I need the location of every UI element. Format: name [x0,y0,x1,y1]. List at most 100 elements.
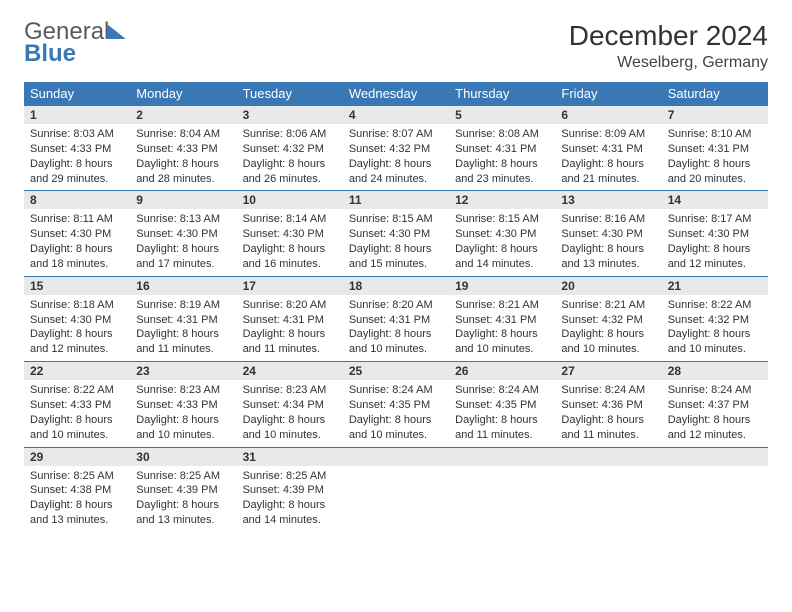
daylight-text-1: Daylight: 8 hours [136,498,230,513]
sunset-text: Sunset: 4:30 PM [136,227,230,242]
day-content: Sunrise: 8:24 AMSunset: 4:35 PMDaylight:… [343,380,449,446]
sunset-text: Sunset: 4:32 PM [561,313,655,328]
daylight-text-1: Daylight: 8 hours [30,498,124,513]
day-content: Sunrise: 8:03 AMSunset: 4:33 PMDaylight:… [24,124,130,190]
daylight-text-1: Daylight: 8 hours [30,413,124,428]
daylight-text-1: Daylight: 8 hours [243,157,337,172]
sunrise-text: Sunrise: 8:21 AM [561,298,655,313]
day-content: Sunrise: 8:10 AMSunset: 4:31 PMDaylight:… [662,124,768,190]
sunrise-text: Sunrise: 8:08 AM [455,127,549,142]
day-number: 4 [343,105,449,124]
daylight-text-1: Daylight: 8 hours [561,157,655,172]
day-number: 5 [449,105,555,124]
day-content: Sunrise: 8:14 AMSunset: 4:30 PMDaylight:… [237,209,343,275]
day-content: Sunrise: 8:07 AMSunset: 4:32 PMDaylight:… [343,124,449,190]
day-cell: 2Sunrise: 8:04 AMSunset: 4:33 PMDaylight… [130,105,236,190]
daylight-text-2: and 11 minutes. [136,342,230,357]
day-content: Sunrise: 8:09 AMSunset: 4:31 PMDaylight:… [555,124,661,190]
day-cell: 3Sunrise: 8:06 AMSunset: 4:32 PMDaylight… [237,105,343,190]
day-number: 26 [449,361,555,380]
sunrise-text: Sunrise: 8:06 AM [243,127,337,142]
logo-text: General Blue [24,20,127,66]
daylight-text-2: and 11 minutes. [561,428,655,443]
day-cell: 12Sunrise: 8:15 AMSunset: 4:30 PMDayligh… [449,190,555,275]
day-number: 12 [449,190,555,209]
daylight-text-1: Daylight: 8 hours [136,413,230,428]
daylight-text-1: Daylight: 8 hours [136,157,230,172]
sunset-text: Sunset: 4:33 PM [30,398,124,413]
sunset-text: Sunset: 4:39 PM [136,483,230,498]
daylight-text-2: and 10 minutes. [455,342,549,357]
day-number: 14 [662,190,768,209]
day-cell: 26Sunrise: 8:24 AMSunset: 4:35 PMDayligh… [449,361,555,446]
sunrise-text: Sunrise: 8:20 AM [349,298,443,313]
day-cell: 30Sunrise: 8:25 AMSunset: 4:39 PMDayligh… [130,447,236,532]
sunset-text: Sunset: 4:31 PM [455,142,549,157]
day-content: Sunrise: 8:06 AMSunset: 4:32 PMDaylight:… [237,124,343,190]
daylight-text-2: and 21 minutes. [561,172,655,187]
sunset-text: Sunset: 4:30 PM [349,227,443,242]
day-number: 6 [555,105,661,124]
day-cell [343,447,449,532]
location: Weselberg, Germany [569,54,768,72]
sunset-text: Sunset: 4:38 PM [30,483,124,498]
header: General Blue December 2024 Weselberg, Ge… [24,20,768,72]
day-cell: 11Sunrise: 8:15 AMSunset: 4:30 PMDayligh… [343,190,449,275]
page: General Blue December 2024 Weselberg, Ge… [0,0,792,542]
daylight-text-2: and 28 minutes. [136,172,230,187]
daylight-text-2: and 10 minutes. [30,428,124,443]
sunrise-text: Sunrise: 8:25 AM [30,469,124,484]
day-cell: 22Sunrise: 8:22 AMSunset: 4:33 PMDayligh… [24,361,130,446]
day-cell: 23Sunrise: 8:23 AMSunset: 4:33 PMDayligh… [130,361,236,446]
sunset-text: Sunset: 4:32 PM [668,313,762,328]
daylight-text-2: and 10 minutes. [561,342,655,357]
day-content: Sunrise: 8:08 AMSunset: 4:31 PMDaylight:… [449,124,555,190]
daylight-text-1: Daylight: 8 hours [455,327,549,342]
day-cell: 24Sunrise: 8:23 AMSunset: 4:34 PMDayligh… [237,361,343,446]
sunrise-text: Sunrise: 8:24 AM [668,383,762,398]
sunrise-text: Sunrise: 8:18 AM [30,298,124,313]
sunset-text: Sunset: 4:30 PM [30,227,124,242]
day-cell: 6Sunrise: 8:09 AMSunset: 4:31 PMDaylight… [555,105,661,190]
daylight-text-1: Daylight: 8 hours [561,242,655,257]
header-row: Sunday Monday Tuesday Wednesday Thursday… [24,82,768,105]
daylight-text-2: and 23 minutes. [455,172,549,187]
day-number: 1 [24,105,130,124]
sunrise-text: Sunrise: 8:24 AM [561,383,655,398]
sunrise-text: Sunrise: 8:22 AM [668,298,762,313]
sunrise-text: Sunrise: 8:21 AM [455,298,549,313]
sunset-text: Sunset: 4:31 PM [136,313,230,328]
day-cell: 16Sunrise: 8:19 AMSunset: 4:31 PMDayligh… [130,276,236,361]
sunrise-text: Sunrise: 8:10 AM [668,127,762,142]
daylight-text-2: and 24 minutes. [349,172,443,187]
day-number: 20 [555,276,661,295]
col-saturday: Saturday [662,82,768,105]
day-content: Sunrise: 8:04 AMSunset: 4:33 PMDaylight:… [130,124,236,190]
day-cell: 31Sunrise: 8:25 AMSunset: 4:39 PMDayligh… [237,447,343,532]
day-number: 23 [130,361,236,380]
sunset-text: Sunset: 4:31 PM [668,142,762,157]
day-cell: 25Sunrise: 8:24 AMSunset: 4:35 PMDayligh… [343,361,449,446]
sunset-text: Sunset: 4:32 PM [349,142,443,157]
empty-day-number [662,447,768,466]
daylight-text-2: and 12 minutes. [668,428,762,443]
col-thursday: Thursday [449,82,555,105]
daylight-text-1: Daylight: 8 hours [136,242,230,257]
day-number: 24 [237,361,343,380]
day-content: Sunrise: 8:19 AMSunset: 4:31 PMDaylight:… [130,295,236,361]
day-number: 15 [24,276,130,295]
day-content: Sunrise: 8:22 AMSunset: 4:32 PMDaylight:… [662,295,768,361]
week-row: 1Sunrise: 8:03 AMSunset: 4:33 PMDaylight… [24,105,768,190]
month-title: December 2024 [569,20,768,52]
day-number: 27 [555,361,661,380]
day-cell: 13Sunrise: 8:16 AMSunset: 4:30 PMDayligh… [555,190,661,275]
day-cell: 10Sunrise: 8:14 AMSunset: 4:30 PMDayligh… [237,190,343,275]
day-content: Sunrise: 8:25 AMSunset: 4:38 PMDaylight:… [24,466,130,532]
day-content: Sunrise: 8:24 AMSunset: 4:37 PMDaylight:… [662,380,768,446]
col-friday: Friday [555,82,661,105]
day-cell: 9Sunrise: 8:13 AMSunset: 4:30 PMDaylight… [130,190,236,275]
daylight-text-1: Daylight: 8 hours [668,413,762,428]
daylight-text-2: and 10 minutes. [668,342,762,357]
daylight-text-2: and 13 minutes. [136,513,230,528]
sunset-text: Sunset: 4:39 PM [243,483,337,498]
